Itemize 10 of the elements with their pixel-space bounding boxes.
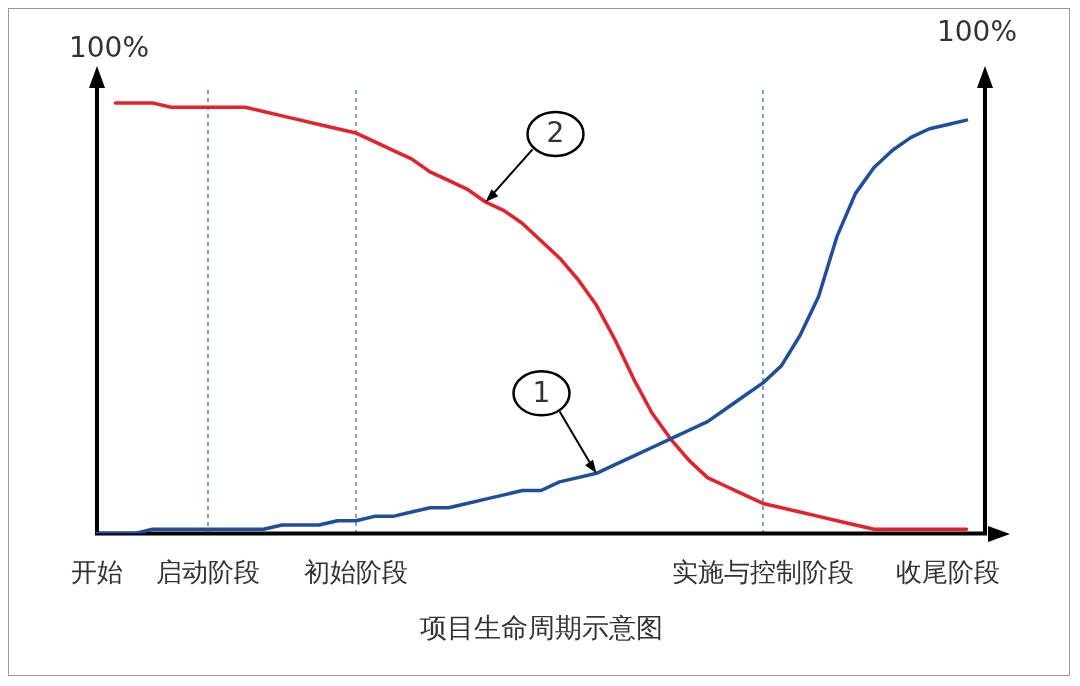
text: 项目生命周期示意图 <box>419 611 663 643</box>
y-axis-title: 100% <box>68 31 150 65</box>
y2-axis-title: 100% <box>936 15 1018 49</box>
text: 1 <box>532 375 551 409</box>
x-tick-label: 开始 <box>71 557 123 588</box>
text: 2 <box>546 116 565 150</box>
x-tick-label: 实施与控制阶段 <box>672 557 854 588</box>
x-tick-label: 初始阶段 <box>304 557 408 588</box>
x-tick-label: 启动阶段 <box>156 557 260 588</box>
x-tick-label: 收尾阶段 <box>896 557 1000 588</box>
